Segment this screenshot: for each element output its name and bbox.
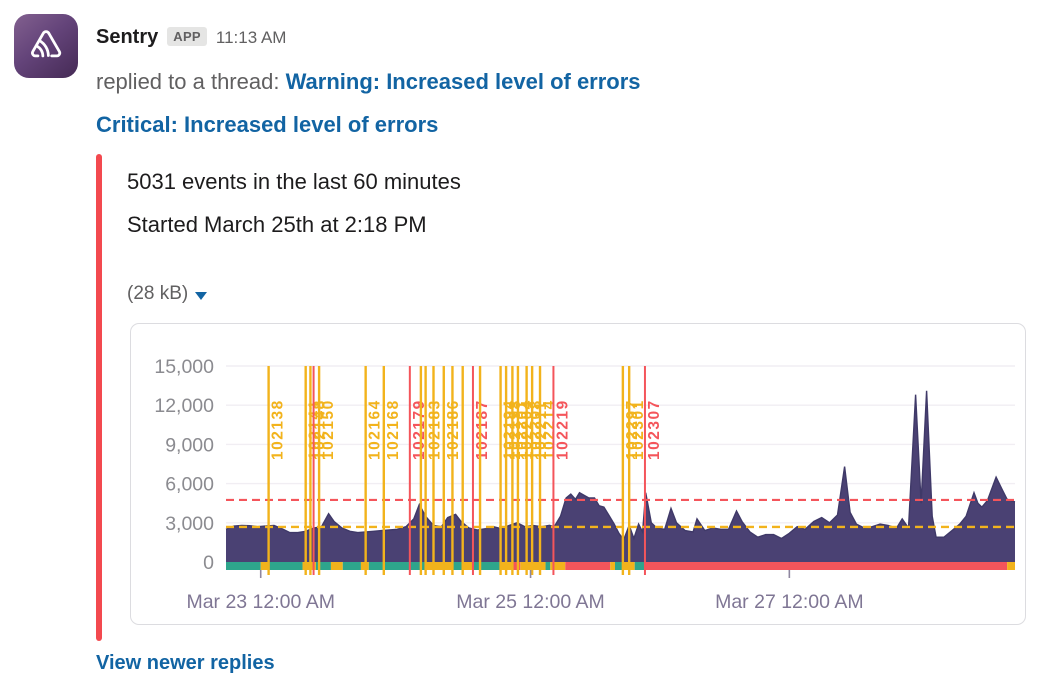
svg-text:9,000: 9,000 <box>165 434 214 456</box>
svg-text:102211: 102211 <box>533 400 550 460</box>
message-header: Sentry APP 11:13 AM <box>96 26 286 49</box>
svg-text:102164: 102164 <box>367 399 384 460</box>
svg-text:0: 0 <box>203 552 214 574</box>
app-name[interactable]: Sentry <box>96 26 159 48</box>
svg-text:102307: 102307 <box>646 399 663 460</box>
caret-down-icon[interactable] <box>195 291 208 300</box>
alert-title-line: Critical: Increased level of errors <box>96 112 438 138</box>
view-newer-replies-link[interactable]: View newer replies <box>96 652 275 674</box>
svg-text:6,000: 6,000 <box>165 474 214 496</box>
svg-text:102179: 102179 <box>411 399 428 460</box>
thread-title-link[interactable]: Warning: Increased level of errors <box>285 69 641 94</box>
svg-text:102138: 102138 <box>270 399 287 460</box>
alert-chart-image[interactable]: 0 3,000 6,000 9,000 12,000 15,000 102138 102141… <box>130 323 1026 625</box>
alert-start-time: Started March 25th at 2:18 PM <box>127 212 427 237</box>
svg-text:15,000: 15,000 <box>154 356 214 378</box>
svg-text:102219: 102219 <box>554 399 571 460</box>
attachment-meta: (28 kB) <box>127 283 208 305</box>
reply-context: replied to a thread: Warning: Increased … <box>96 69 641 95</box>
svg-text:102183: 102183 <box>427 399 444 460</box>
sentry-logo-icon <box>24 22 68 71</box>
svg-text:102301: 102301 <box>630 399 647 460</box>
attachment-size-label: (28 kB) <box>127 283 189 304</box>
app-badge: APP <box>167 27 207 46</box>
svg-text:Mar 25 12:00 AM: Mar 25 12:00 AM <box>456 591 605 613</box>
svg-text:102150: 102150 <box>320 399 337 460</box>
svg-text:102168: 102168 <box>385 399 402 460</box>
sentry-app-avatar[interactable] <box>14 14 78 78</box>
svg-text:Mar 23 12:00 AM: Mar 23 12:00 AM <box>186 591 335 613</box>
message-timestamp[interactable]: 11:13 AM <box>215 28 287 47</box>
reply-context-prefix: replied to a thread: <box>96 69 286 94</box>
svg-text:102187: 102187 <box>474 399 491 460</box>
svg-text:3,000: 3,000 <box>165 513 214 535</box>
alert-events-summary: 5031 events in the last 60 minutes <box>127 169 461 194</box>
attachment-accent-bar <box>96 154 102 641</box>
svg-text:12,000: 12,000 <box>154 395 214 417</box>
svg-text:Mar 27 12:00 AM: Mar 27 12:00 AM <box>715 591 864 613</box>
alert-title-link[interactable]: Critical: Increased level of errors <box>96 112 439 137</box>
